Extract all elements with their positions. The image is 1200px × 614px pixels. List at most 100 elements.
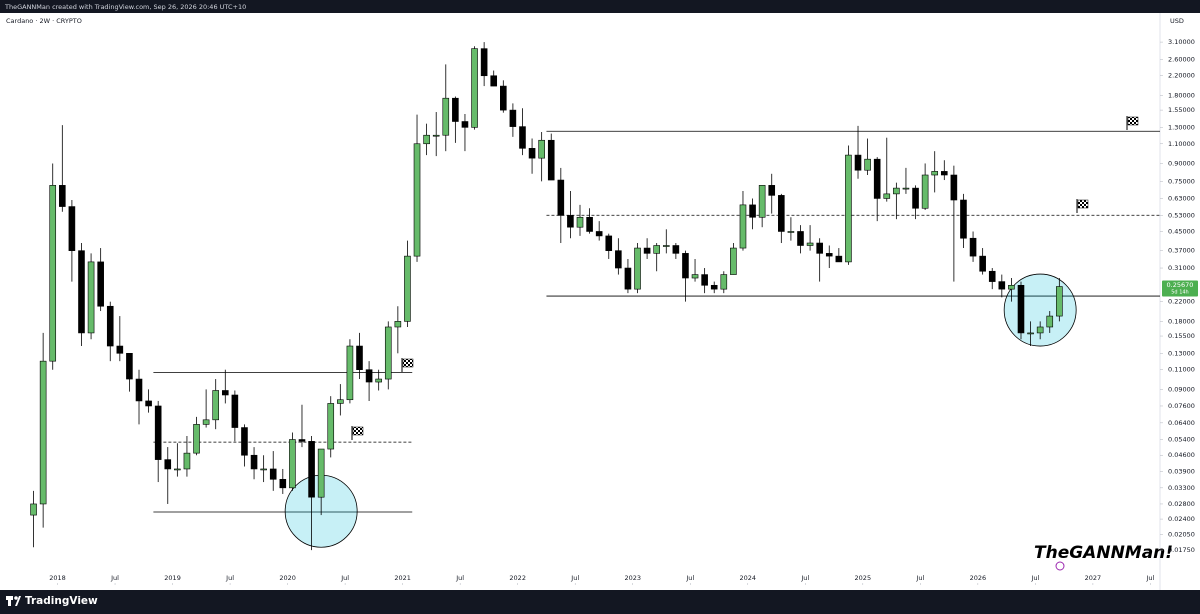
candle-body — [59, 185, 66, 207]
watermark-icon — [1055, 561, 1065, 571]
y-tick-label: 1.10000 — [1168, 140, 1195, 148]
candle-body — [921, 174, 929, 209]
candle-body — [279, 478, 287, 489]
candle-body — [806, 242, 814, 246]
candle-body — [509, 109, 517, 127]
x-tick-label: Jul — [1145, 574, 1154, 582]
candle-body — [154, 405, 162, 460]
candle-body — [1046, 315, 1054, 328]
candle-body — [912, 187, 919, 209]
candle-body — [221, 390, 229, 396]
x-tick-label: Jul — [225, 574, 234, 582]
candle-body — [864, 158, 871, 171]
candle-body — [356, 345, 363, 370]
x-tick-label: 2025 — [855, 574, 872, 582]
candle-body — [1027, 332, 1034, 335]
y-tick-label: 1.80000 — [1168, 91, 1195, 99]
x-tick-label: Jul — [915, 574, 924, 582]
candle-body — [845, 154, 852, 263]
candle-body — [979, 255, 986, 272]
last-price-label: 0.25670 — [1167, 281, 1194, 289]
candle-body — [193, 424, 200, 454]
candle-body — [384, 326, 392, 380]
candle-body — [969, 237, 977, 257]
candle-body — [404, 255, 411, 322]
candle-body — [212, 390, 220, 421]
candle-body — [960, 199, 967, 239]
x-tick-label: Jul — [340, 574, 349, 582]
candle-body — [164, 459, 172, 470]
candle-body — [883, 193, 891, 199]
candle-body — [308, 441, 315, 498]
candle-body — [615, 250, 622, 269]
x-tick-label: 2022 — [509, 574, 526, 582]
y-tick-label: 3.10000 — [1168, 38, 1195, 46]
x-tick-label: Jul — [110, 574, 119, 582]
candle-body — [701, 274, 708, 286]
last-price-tag — [1162, 280, 1198, 297]
candle-body — [816, 242, 823, 254]
candle-body — [682, 253, 689, 279]
y-tick-label: 0.13000 — [1168, 349, 1195, 357]
candle-body — [902, 187, 910, 190]
candle-body — [317, 448, 325, 498]
candle-body — [662, 245, 670, 247]
candle-body — [346, 345, 354, 401]
candle-body — [298, 439, 306, 442]
x-tick-label: 2026 — [970, 574, 987, 582]
y-tick-label: 0.06400 — [1168, 419, 1195, 427]
candle-body — [634, 247, 641, 290]
x-tick-label: 2018 — [49, 574, 66, 582]
header-bar — [0, 0, 1200, 13]
candle-body — [452, 97, 459, 122]
y-tick-label: 0.45000 — [1168, 227, 1195, 235]
y-tick-label: 0.22000 — [1168, 298, 1195, 306]
candle-body — [49, 185, 57, 362]
x-tick-label: 2020 — [279, 574, 296, 582]
candle-body — [289, 439, 296, 489]
candle-body — [174, 468, 181, 471]
candle-body — [68, 206, 76, 251]
y-tick-label: 0.31000 — [1168, 264, 1195, 272]
candle-body — [873, 158, 881, 199]
y-tick-label: 0.90000 — [1168, 159, 1195, 167]
countdown-label: 5d 14h — [1171, 290, 1188, 296]
candle-body — [1008, 284, 1015, 290]
candle-body — [394, 321, 402, 328]
y-tick-label: 0.02400 — [1168, 515, 1195, 523]
candle-body — [135, 378, 143, 402]
candle-body — [998, 281, 1006, 290]
x-tick-label: Jul — [570, 574, 579, 582]
y-tick-label: 0.04600 — [1168, 451, 1195, 459]
y-tick-label: 0.75000 — [1168, 177, 1195, 185]
candle-body — [1056, 286, 1063, 317]
flag — [1126, 116, 1139, 130]
flag — [1076, 199, 1089, 213]
candle-body — [260, 468, 267, 471]
flag — [351, 426, 364, 440]
candle-body — [461, 121, 469, 128]
candle-body — [768, 185, 776, 196]
currency-label: USD — [1170, 17, 1184, 25]
plot-area — [30, 42, 1160, 551]
candle-body — [739, 204, 747, 249]
candle-body — [749, 204, 756, 218]
candle-body — [97, 261, 104, 307]
candle-body — [624, 267, 632, 290]
watermark: TheGANNMan! — [1034, 543, 1173, 563]
candle-body — [825, 253, 833, 257]
candle-body — [365, 369, 373, 383]
candle-body — [241, 427, 248, 456]
candle-body — [557, 179, 565, 216]
candle-body — [672, 245, 680, 254]
candle-body — [893, 187, 900, 195]
header-text: TheGANNMan created with TradingView.com,… — [4, 3, 246, 11]
candle-body — [423, 134, 430, 145]
x-tick-label: 2023 — [624, 574, 641, 582]
candle-body — [787, 231, 795, 233]
y-tick-label: 2.60000 — [1168, 55, 1195, 63]
candle-body — [538, 139, 545, 159]
candle-body — [490, 75, 498, 87]
y-tick-label: 0.15500 — [1168, 332, 1195, 340]
